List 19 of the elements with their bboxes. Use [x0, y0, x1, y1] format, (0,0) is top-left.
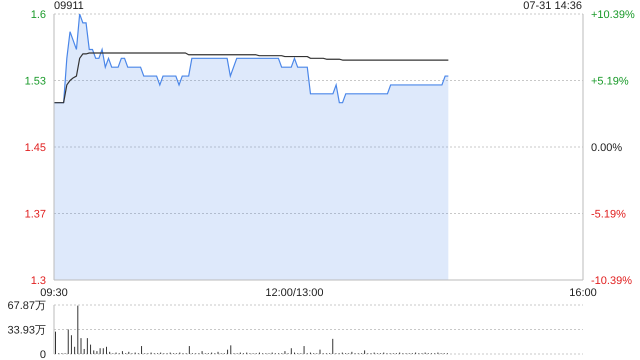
- x-tick-label: 09:30: [40, 286, 68, 299]
- y-tick-label: 1.3: [30, 275, 46, 287]
- text: 07-31 14:36: [523, 0, 582, 12]
- y-tick-label: 1.6: [30, 9, 46, 21]
- y2-tick-label: +10.39%: [591, 9, 635, 21]
- y2-tick-label: 0.00%: [591, 142, 622, 154]
- line-series: [53, 52, 449, 104]
- x-tick-label: 16:00: [569, 286, 597, 299]
- y-tick-label: 33.93万: [7, 324, 46, 336]
- x-tick-label: 12:00/13:00: [265, 286, 324, 299]
- y-tick-label: 1.45: [24, 142, 46, 154]
- y-tick-label: 1.37: [24, 208, 46, 220]
- y-tick-label: 0: [40, 348, 46, 360]
- y2-tick-label: -5.19%: [591, 208, 626, 220]
- y2-tick-label: +5.19%: [591, 76, 629, 88]
- y-tick-label: 1.53: [24, 76, 46, 88]
- chart-title: 09911: [54, 0, 84, 12]
- y-tick-label: 67.87万: [7, 300, 46, 312]
- y2-tick-label: -10.39%: [591, 275, 632, 287]
